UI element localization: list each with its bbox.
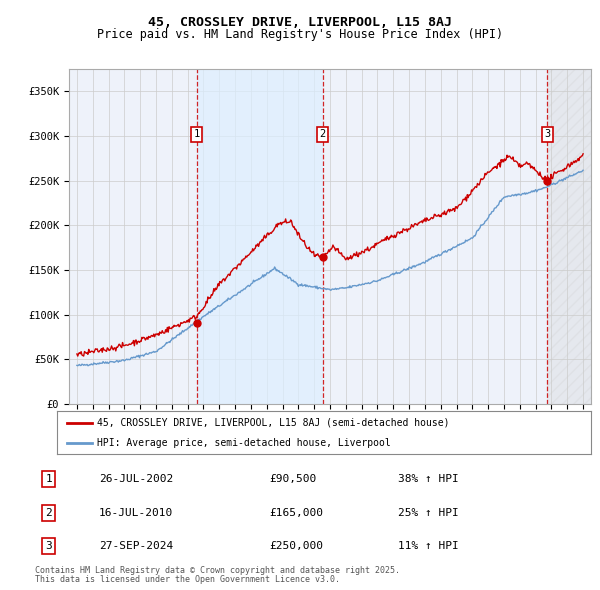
Text: 16-JUL-2010: 16-JUL-2010 [99, 508, 173, 517]
Text: 2: 2 [46, 508, 52, 517]
Text: 11% ↑ HPI: 11% ↑ HPI [398, 541, 458, 551]
Text: 3: 3 [544, 129, 550, 139]
Text: £90,500: £90,500 [269, 474, 316, 484]
Text: Contains HM Land Registry data © Crown copyright and database right 2025.: Contains HM Land Registry data © Crown c… [35, 566, 400, 575]
Text: 38% ↑ HPI: 38% ↑ HPI [398, 474, 458, 484]
Text: 3: 3 [46, 541, 52, 551]
Text: HPI: Average price, semi-detached house, Liverpool: HPI: Average price, semi-detached house,… [97, 438, 391, 448]
Bar [547, 69, 591, 404]
Text: £250,000: £250,000 [269, 541, 323, 551]
Text: This data is licensed under the Open Government Licence v3.0.: This data is licensed under the Open Gov… [35, 575, 340, 584]
Text: £165,000: £165,000 [269, 508, 323, 517]
Text: Price paid vs. HM Land Registry's House Price Index (HPI): Price paid vs. HM Land Registry's House … [97, 28, 503, 41]
Text: 26-JUL-2002: 26-JUL-2002 [99, 474, 173, 484]
Text: 45, CROSSLEY DRIVE, LIVERPOOL, L15 8AJ: 45, CROSSLEY DRIVE, LIVERPOOL, L15 8AJ [148, 16, 452, 29]
Text: 25% ↑ HPI: 25% ↑ HPI [398, 508, 458, 517]
Text: 1: 1 [194, 129, 200, 139]
Text: 2: 2 [320, 129, 326, 139]
Text: 27-SEP-2024: 27-SEP-2024 [99, 541, 173, 551]
Text: 1: 1 [46, 474, 52, 484]
Bar [197, 69, 323, 404]
Text: 45, CROSSLEY DRIVE, LIVERPOOL, L15 8AJ (semi-detached house): 45, CROSSLEY DRIVE, LIVERPOOL, L15 8AJ (… [97, 418, 449, 428]
